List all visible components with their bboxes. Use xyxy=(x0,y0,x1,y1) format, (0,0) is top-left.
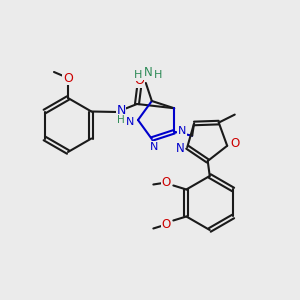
Text: H: H xyxy=(117,115,125,125)
Text: O: O xyxy=(162,218,171,231)
Text: N: N xyxy=(176,142,184,155)
Text: O: O xyxy=(231,137,240,150)
Text: H: H xyxy=(134,70,142,80)
Text: N: N xyxy=(126,117,134,127)
Text: N: N xyxy=(178,126,186,136)
Text: N: N xyxy=(116,104,126,118)
Text: N: N xyxy=(143,67,152,80)
Text: N: N xyxy=(150,142,158,152)
Text: O: O xyxy=(134,74,144,88)
Text: H: H xyxy=(154,70,162,80)
Text: O: O xyxy=(162,176,171,189)
Text: O: O xyxy=(63,71,73,85)
